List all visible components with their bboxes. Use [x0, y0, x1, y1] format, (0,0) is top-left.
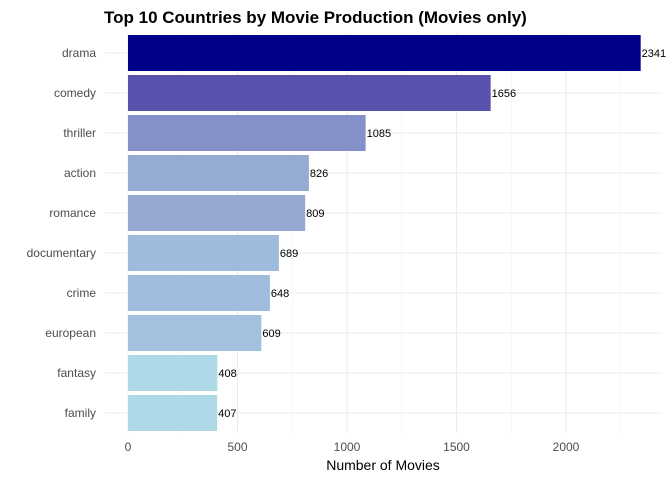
- category-label-thriller: thriller: [63, 126, 96, 140]
- x-tick-500: 500: [227, 440, 247, 454]
- bar-crime: [128, 275, 270, 311]
- data-label-action: 826: [310, 168, 328, 180]
- category-label-european: european: [45, 326, 96, 340]
- bars: 2341 1656 1085 826 809 689 648 609 408 407: [128, 35, 666, 431]
- x-tick-1000: 1000: [334, 440, 361, 454]
- x-axis-title: Number of Movies: [326, 457, 440, 473]
- data-label-european: 609: [262, 328, 280, 340]
- data-label-family: 407: [218, 408, 236, 420]
- data-label-drama: 2341: [642, 48, 666, 60]
- category-label-drama: drama: [62, 46, 96, 60]
- category-label-fantasy: fantasy: [57, 366, 96, 380]
- data-label-comedy: 1656: [492, 88, 516, 100]
- bar-european: [128, 315, 262, 351]
- bar-drama: [128, 35, 641, 71]
- category-label-family: family: [65, 406, 96, 420]
- x-tick-0: 0: [125, 440, 132, 454]
- x-tick-1500: 1500: [443, 440, 470, 454]
- category-labels: drama comedy thriller action romance document…: [27, 46, 97, 420]
- chart-title: Top 10 Countries by Movie Production (Mo…: [104, 8, 527, 27]
- category-label-action: action: [64, 166, 96, 180]
- bar-documentary: [128, 235, 279, 271]
- bar-thriller: [128, 115, 366, 151]
- data-label-thriller: 1085: [367, 128, 391, 140]
- x-tick-2000: 2000: [553, 440, 580, 454]
- data-label-fantasy: 408: [218, 368, 236, 380]
- bar-comedy: [128, 75, 491, 111]
- data-label-romance: 809: [306, 208, 324, 220]
- bar-romance: [128, 195, 306, 231]
- bar-family: [128, 395, 218, 431]
- data-label-documentary: 689: [280, 248, 298, 260]
- category-label-documentary: documentary: [27, 246, 96, 260]
- data-label-crime: 648: [271, 288, 289, 300]
- bar-fantasy: [128, 355, 218, 391]
- category-label-crime: crime: [67, 286, 97, 300]
- x-tick-labels: 0 500 1000 1500 2000: [125, 440, 580, 454]
- category-label-romance: romance: [49, 206, 96, 220]
- category-label-comedy: comedy: [54, 86, 96, 100]
- bar-action: [128, 155, 309, 191]
